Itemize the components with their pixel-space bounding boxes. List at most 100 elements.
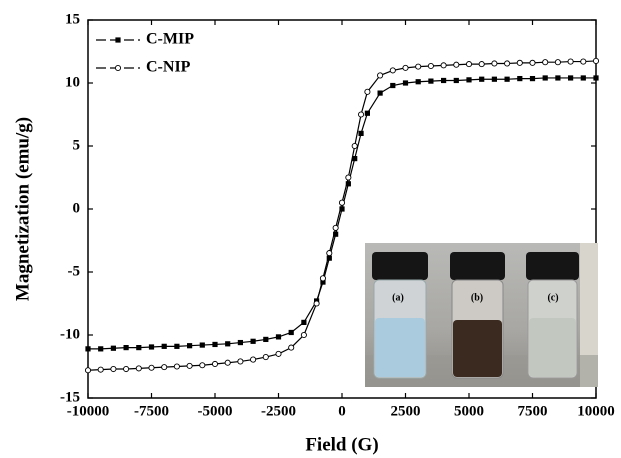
- marker: [174, 343, 180, 349]
- marker: [529, 75, 536, 82]
- marker: [491, 60, 498, 67]
- marker: [554, 59, 561, 66]
- marker: [98, 346, 104, 352]
- x-tick-label: 0: [338, 403, 346, 419]
- y-tick-label: 5: [73, 137, 81, 153]
- marker: [288, 329, 294, 336]
- y-tick-label: 10: [65, 74, 80, 90]
- marker: [319, 275, 327, 282]
- marker: [441, 77, 447, 84]
- marker: [478, 61, 485, 68]
- marker: [148, 344, 155, 350]
- y-tick-label: -5: [68, 263, 81, 279]
- marker: [415, 63, 422, 70]
- marker: [567, 58, 574, 65]
- marker: [288, 344, 295, 351]
- vial-b: [450, 252, 505, 379]
- x-tick-label: 10000: [577, 403, 615, 419]
- marker: [427, 62, 434, 70]
- marker: [148, 364, 155, 371]
- marker: [453, 77, 459, 84]
- marker: [516, 59, 523, 66]
- vial-c: [526, 252, 579, 379]
- marker: [110, 365, 117, 373]
- legend-label: C-MIP: [146, 31, 194, 48]
- marker: [326, 255, 332, 261]
- marker: [402, 64, 409, 71]
- marker: [364, 88, 371, 95]
- marker: [199, 342, 205, 348]
- marker: [593, 75, 599, 81]
- marker: [351, 142, 358, 150]
- x-tick-label: 5000: [454, 403, 484, 419]
- marker: [224, 359, 231, 366]
- marker: [161, 343, 167, 349]
- vial-a: [372, 252, 428, 379]
- marker: [97, 366, 104, 373]
- x-tick-label: -2500: [261, 403, 296, 419]
- marker: [377, 72, 384, 79]
- marker: [173, 363, 180, 370]
- marker: [84, 367, 92, 374]
- marker: [542, 59, 549, 66]
- marker: [390, 82, 396, 89]
- marker: [592, 57, 600, 65]
- marker: [263, 336, 269, 343]
- marker: [479, 76, 485, 82]
- marker: [352, 156, 358, 162]
- marker: [568, 75, 574, 81]
- marker: [517, 75, 523, 82]
- marker: [542, 75, 548, 81]
- marker: [466, 77, 472, 83]
- marker: [250, 338, 256, 344]
- marker: [225, 341, 231, 347]
- marker: [333, 231, 339, 237]
- marker: [529, 59, 536, 66]
- inset-photo: [365, 243, 598, 387]
- x-tick-label: -10000: [67, 403, 110, 419]
- marker: [358, 130, 364, 136]
- marker: [357, 111, 365, 118]
- marker: [326, 250, 333, 257]
- marker: [332, 224, 339, 231]
- marker: [212, 341, 218, 348]
- marker: [402, 80, 409, 86]
- marker: [453, 61, 460, 68]
- x-axis-label: Field (G): [305, 434, 378, 455]
- photo-wall: [580, 243, 598, 387]
- marker: [580, 58, 587, 65]
- marker: [345, 181, 351, 187]
- inset-label: (a): [392, 292, 404, 303]
- marker: [320, 279, 326, 285]
- marker: [491, 76, 497, 82]
- marker: [110, 345, 116, 351]
- marker: [123, 365, 130, 373]
- marker: [161, 364, 168, 371]
- marker: [136, 345, 142, 351]
- marker: [199, 362, 206, 369]
- marker: [275, 350, 282, 357]
- marker: [135, 365, 142, 372]
- y-tick-label: 15: [65, 11, 80, 27]
- marker: [211, 360, 219, 368]
- marker: [465, 61, 473, 68]
- marker: [186, 362, 193, 369]
- y-tick-label: -10: [60, 326, 80, 342]
- marker: [389, 67, 396, 74]
- inset-label: (c): [547, 292, 558, 303]
- marker: [504, 60, 511, 67]
- marker: [338, 199, 346, 206]
- marker: [580, 75, 586, 81]
- marker: [364, 110, 370, 116]
- marker: [300, 331, 307, 339]
- x-tick-label: 7500: [518, 403, 548, 419]
- marker: [250, 356, 257, 363]
- marker: [275, 334, 282, 340]
- marker: [428, 78, 434, 84]
- marker: [301, 319, 307, 325]
- marker: [262, 353, 269, 361]
- y-tick-label: 0: [73, 200, 81, 216]
- marker: [339, 206, 345, 212]
- legend-marker: [115, 37, 121, 43]
